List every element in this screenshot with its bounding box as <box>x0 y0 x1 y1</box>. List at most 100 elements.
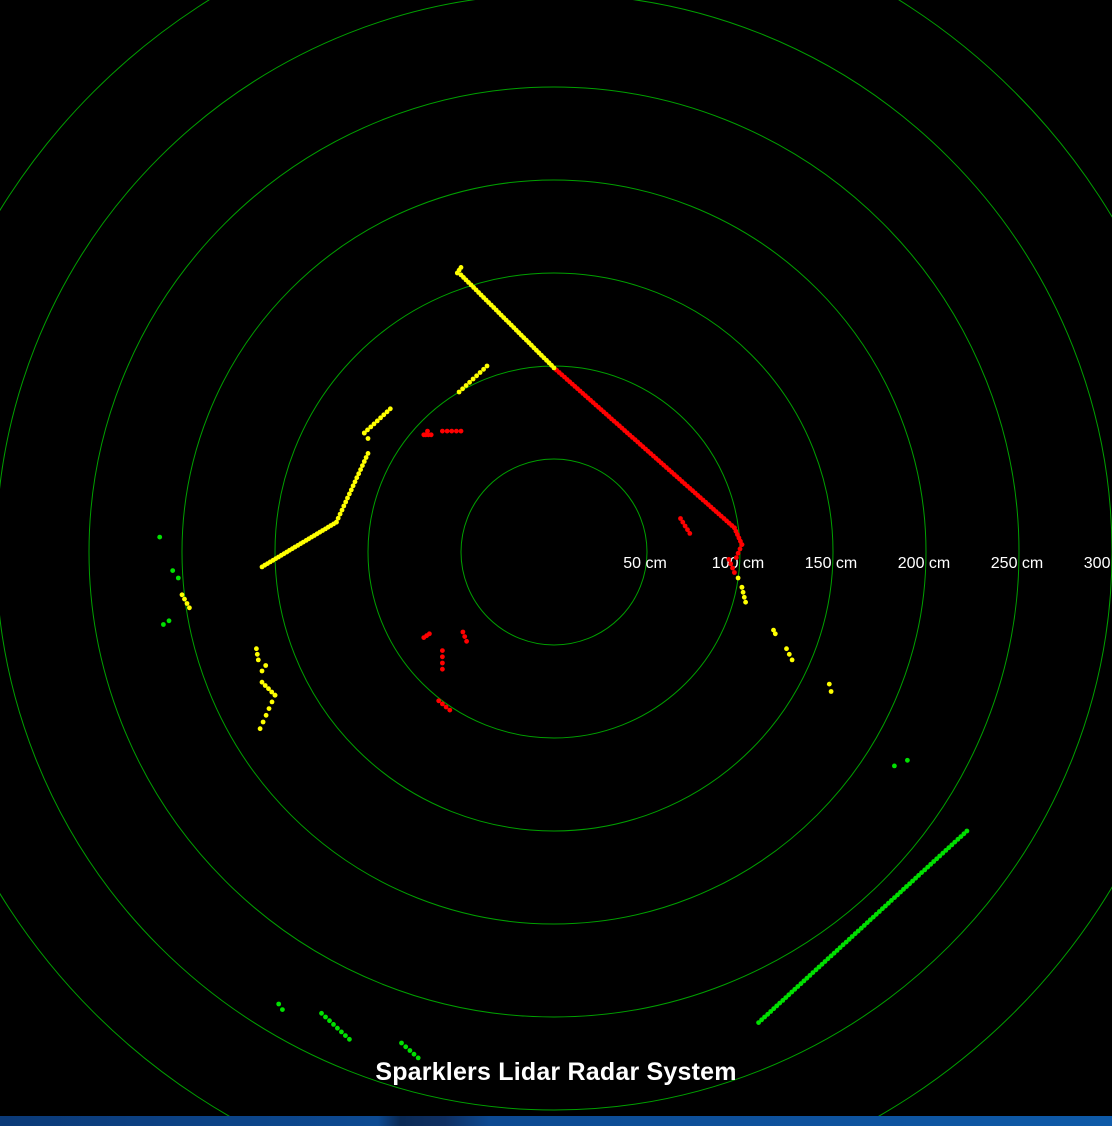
lidar-point-yellow <box>262 683 268 688</box>
lidar-point-yellow <box>182 596 187 602</box>
lidar-point-green <box>964 828 970 834</box>
lidar-point-red <box>726 557 732 562</box>
lidar-point-red <box>440 701 445 707</box>
lidar-point-yellow <box>348 487 354 493</box>
lidar-point-green <box>792 986 798 992</box>
lidar-point-yellow <box>463 383 469 388</box>
lidar-point-green <box>919 870 924 875</box>
lidar-point-green <box>170 568 176 573</box>
lidar-point-green <box>774 1003 780 1009</box>
lidar-point-red <box>436 698 442 704</box>
lidar-point-red <box>460 629 466 635</box>
lidar-point-red <box>728 561 734 567</box>
lidar-point-green <box>343 1033 348 1038</box>
lidar-point-green <box>762 1014 767 1020</box>
lidar-point-yellow <box>334 519 339 525</box>
lidar-point-green <box>331 1022 336 1027</box>
lidar-point-red <box>462 634 468 639</box>
lidar-point-green <box>166 618 172 624</box>
lidar-point-green <box>910 878 915 884</box>
lidar-point-green <box>756 1020 761 1025</box>
lidar-point-red <box>440 428 445 434</box>
range-ring-200cm <box>181 179 927 925</box>
lidar-point-red <box>440 654 445 660</box>
lidar-point-yellow <box>771 627 776 633</box>
lidar-point-yellow <box>266 686 271 692</box>
lidar-point-yellow <box>786 651 792 657</box>
lidar-point-yellow <box>387 406 393 412</box>
lidar-point-green <box>831 950 837 956</box>
lidar-point-green <box>905 757 910 763</box>
lidar-point-yellow <box>789 657 795 663</box>
lidar-point-green <box>946 845 952 851</box>
lidar-point-yellow <box>460 386 465 392</box>
range-label-150cm: 150 cm <box>805 555 857 572</box>
lidar-point-yellow <box>368 424 374 430</box>
lidar-point-green <box>347 1036 352 1042</box>
lidar-point-green <box>870 914 876 920</box>
lidar-point-yellow <box>467 379 472 385</box>
lidar-point-green <box>904 884 909 889</box>
lidar-point-green <box>807 973 813 978</box>
lidar-point-yellow <box>470 376 476 382</box>
lidar-point-green <box>834 948 840 953</box>
lidar-point-green <box>780 998 786 1003</box>
lidar-point-green <box>399 1040 404 1046</box>
lidar-point-red <box>678 516 683 521</box>
lidar-point-green <box>339 1029 344 1035</box>
lidar-point-green <box>822 959 828 964</box>
lidar-point-green <box>952 839 958 845</box>
lidar-point-yellow <box>826 681 832 687</box>
lidar-point-green <box>327 1018 332 1024</box>
lidar-point-yellow <box>254 646 259 652</box>
lidar-point-red <box>421 432 427 438</box>
lidar-point-yellow <box>343 499 349 505</box>
lidar-point-green <box>907 881 912 887</box>
lidar-point-yellow <box>187 605 192 611</box>
range-ring-100cm <box>367 365 741 739</box>
lidar-point-green <box>319 1010 324 1016</box>
lidar-point-yellow <box>477 370 483 375</box>
lidar-point-green <box>276 1001 282 1007</box>
range-label-300cm: 300 cm <box>1084 555 1112 572</box>
lidar-point-red <box>425 428 430 434</box>
lidar-point-green <box>759 1017 764 1023</box>
lidar-point-red <box>440 666 445 672</box>
lidar-point-red <box>449 428 455 434</box>
lidar-point-yellow <box>269 699 275 705</box>
lidar-point-red <box>733 555 739 560</box>
lidar-point-green <box>783 995 789 1000</box>
lidar-point-green <box>837 945 843 950</box>
lidar-point-yellow <box>456 389 462 395</box>
range-label-250cm: 250 cm <box>991 555 1043 572</box>
lidar-point-green <box>843 939 849 945</box>
lidar-point-yellow <box>371 421 377 427</box>
lidar-point-green <box>786 992 792 998</box>
lidar-point-yellow <box>184 601 190 606</box>
lidar-point-green <box>403 1044 409 1050</box>
lidar-point-green <box>916 873 921 878</box>
lidar-point-yellow <box>828 689 834 694</box>
lidar-point-green <box>280 1007 285 1012</box>
lidar-point-red <box>685 527 690 533</box>
lidar-point-red <box>444 428 450 434</box>
lidar-point-red <box>687 531 693 536</box>
lidar-point-green <box>861 923 867 928</box>
lidar-point-yellow <box>458 265 464 270</box>
lidar-point-red <box>454 428 459 434</box>
lidar-point-green <box>889 898 894 903</box>
lidar-point-green <box>846 936 852 942</box>
lidar-point-yellow <box>551 365 557 371</box>
lidar-point-green <box>934 856 940 862</box>
lidar-point-red <box>443 704 449 710</box>
lidar-point-yellow <box>259 679 265 685</box>
lidar-point-green <box>768 1009 774 1014</box>
lidar-point-green <box>840 942 846 948</box>
lidar-point-yellow <box>260 719 266 725</box>
lidar-point-yellow <box>384 409 390 415</box>
lidar-point-yellow <box>335 515 341 521</box>
lidar-point-green <box>810 970 816 975</box>
lidar-point-yellow <box>365 436 371 441</box>
